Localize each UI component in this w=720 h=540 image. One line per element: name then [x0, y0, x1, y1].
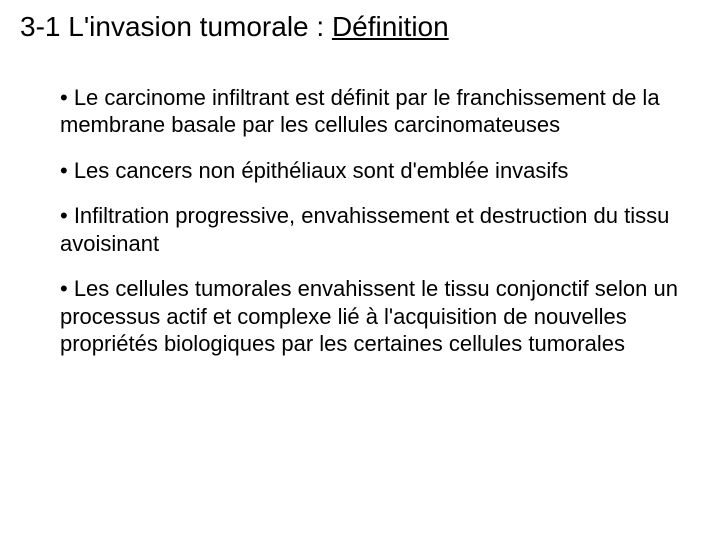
title-underlined: Définition: [332, 11, 449, 42]
bullet-item: • Les cancers non épithéliaux sont d'emb…: [60, 157, 690, 185]
bullet-item: • Les cellules tumorales envahissent le …: [60, 275, 690, 358]
bullet-item: • Le carcinome infiltrant est définit pa…: [60, 84, 690, 139]
slide-title: 3-1 L'invasion tumorale : Définition: [20, 10, 700, 44]
slide-container: 3-1 L'invasion tumorale : Définition • L…: [0, 0, 720, 540]
title-prefix: 3-1 L'invasion tumorale :: [20, 11, 332, 42]
bullet-item: • Infiltration progressive, envahissemen…: [60, 202, 690, 257]
slide-body: • Le carcinome infiltrant est définit pa…: [20, 84, 700, 358]
